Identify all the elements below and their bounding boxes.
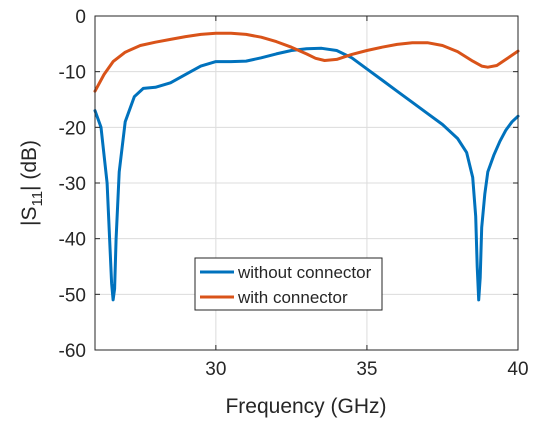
y-tick-label: -60 [59,341,86,362]
y-axis-label-suffix: | (dB) [18,140,41,191]
series-line-with-connector [93,31,520,93]
y-axis-label-subscript: 11 [29,191,46,207]
grid-lines [95,16,518,350]
legend: without connector with connector [194,257,383,311]
y-tick-label: 0 [75,7,86,28]
x-tick-label: 35 [356,359,377,380]
y-tick-label: -20 [59,118,86,139]
y-tick-label: -50 [59,285,86,306]
x-tick-label: 40 [507,359,528,380]
x-axis-label: Frequency (GHz) [225,395,386,418]
y-axis-label: |S11| (dB) [18,140,46,226]
legend-box [194,257,383,311]
y-axis-label-prefix: |S [18,207,41,226]
series-lines [93,31,520,302]
x-tick-label: 30 [205,359,226,380]
y-tick-label: -10 [59,63,86,84]
legend-label-with-connector: with connector [237,288,348,307]
series-line-without-connector [93,46,520,302]
axis-ticks: 30 35 40 0 -10 -20 -30 -40 -50 -60 [59,7,529,380]
y-tick-label: -40 [59,230,86,251]
y-tick-label: -30 [59,174,86,195]
legend-label-without-connector: without connector [237,263,372,282]
